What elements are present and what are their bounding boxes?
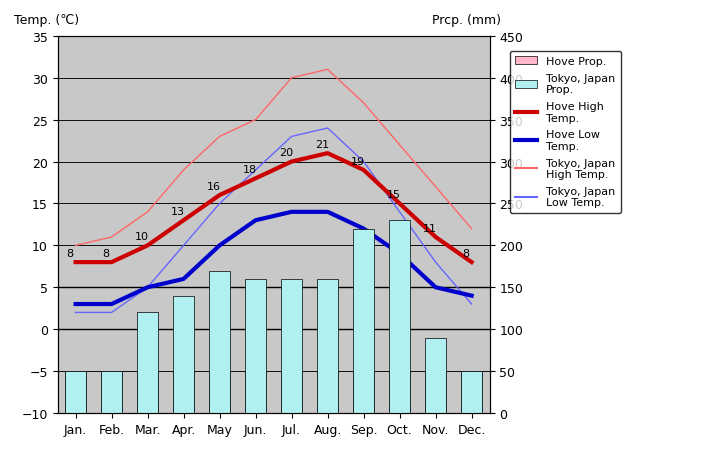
Bar	[425, 371, 446, 413]
Bar	[245, 371, 266, 413]
Text: Prcp. (mm): Prcp. (mm)	[432, 14, 501, 27]
Text: 8: 8	[103, 248, 109, 258]
Text: 16: 16	[207, 181, 221, 191]
Bar	[317, 371, 338, 413]
Text: 21: 21	[315, 140, 329, 150]
Text: 8: 8	[463, 248, 469, 258]
Bar	[425, 338, 446, 413]
Bar	[281, 279, 302, 413]
Bar	[281, 371, 302, 413]
Text: Temp. (℃): Temp. (℃)	[14, 14, 79, 27]
Bar	[101, 371, 122, 413]
Bar	[353, 229, 374, 413]
Text: 11: 11	[423, 223, 437, 233]
Bar	[245, 279, 266, 413]
Text: 13: 13	[171, 207, 185, 217]
Bar	[65, 371, 86, 413]
Bar	[173, 371, 194, 413]
Bar	[65, 371, 86, 413]
Bar	[209, 271, 230, 413]
Bar	[209, 371, 230, 413]
Text: 15: 15	[387, 190, 401, 200]
Bar	[101, 371, 122, 413]
Bar	[137, 371, 158, 413]
Bar	[317, 279, 338, 413]
Bar	[461, 371, 482, 413]
Text: 10: 10	[135, 232, 149, 241]
Bar	[389, 221, 410, 413]
Bar	[353, 371, 374, 413]
Bar	[461, 371, 482, 413]
Bar	[137, 313, 158, 413]
Legend: Hove Prop., Tokyo, Japan
Prop., Hove High
Temp., Hove Low
Temp., Tokyo, Japan
Hi: Hove Prop., Tokyo, Japan Prop., Hove Hig…	[510, 51, 621, 213]
Bar	[389, 371, 410, 413]
Text: 19: 19	[351, 157, 365, 166]
Bar	[173, 296, 194, 413]
Text: 18: 18	[243, 165, 257, 175]
Text: 20: 20	[279, 148, 293, 158]
Text: 8: 8	[67, 248, 73, 258]
